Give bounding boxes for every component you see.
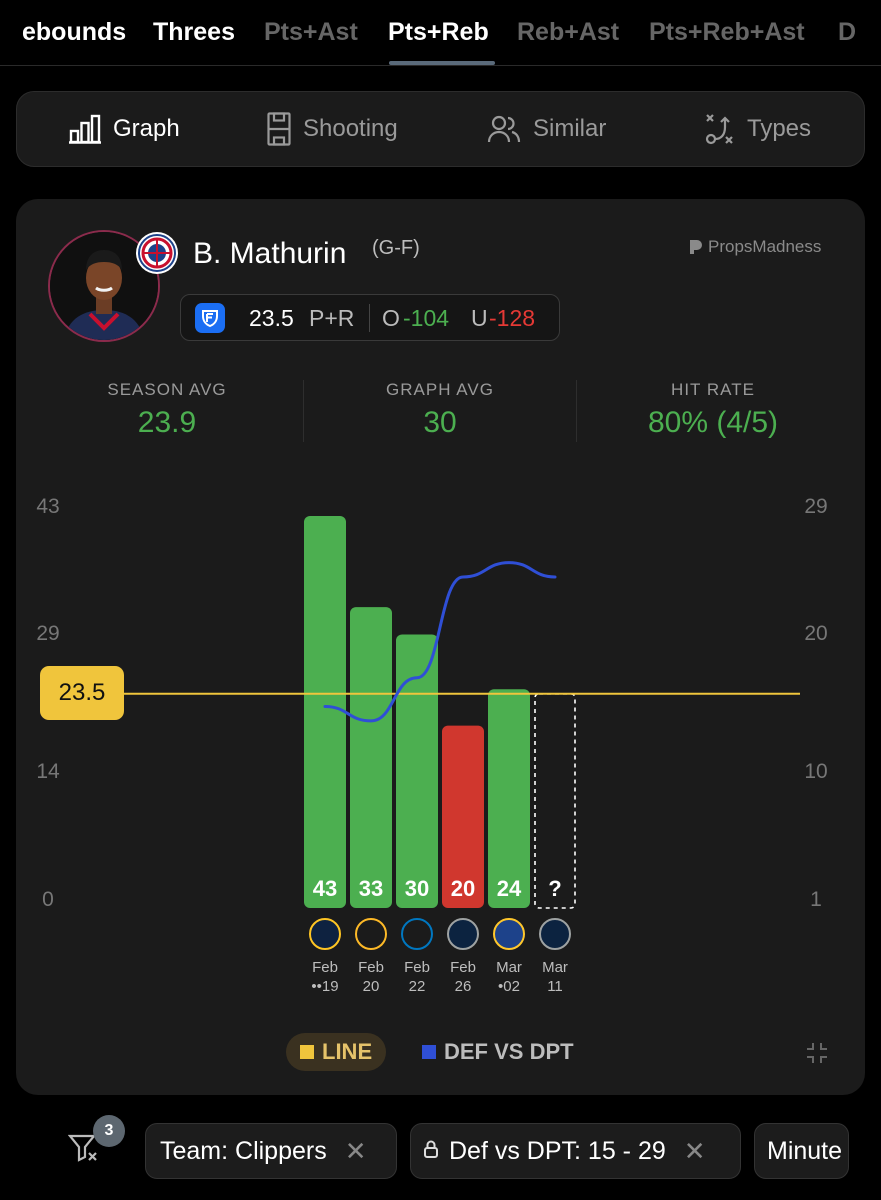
line-value: 23.5 — [249, 305, 294, 331]
over-odds: -104 — [403, 305, 450, 331]
tab-pts-ast[interactable]: Pts+Ast — [264, 18, 358, 46]
stat-divider — [576, 380, 577, 442]
hit-rate-value: 80% (4/5) — [647, 406, 779, 439]
player-card: B. Mathurin (G-F) PropsMadness 23.5 P+R … — [16, 199, 865, 1095]
stat-tabs: ebounds Threes Pts+Ast Pts+Reb Reb+Ast P… — [0, 0, 881, 66]
tab-pts-reb-ast[interactable]: Pts+Reb+Ast — [649, 18, 805, 46]
brand-watermark: PropsMadness — [688, 237, 821, 257]
brand-logo-icon — [690, 240, 702, 254]
team-logo-icon — [136, 232, 178, 274]
betting-line-pill[interactable]: 23.5 P+R O -104 U -128 — [180, 294, 560, 341]
player-name: B. Mathurin — [193, 237, 347, 270]
opponent-logo-icon — [401, 918, 433, 950]
game-date-label: Feb 22 — [387, 958, 447, 996]
under-label: U — [471, 305, 488, 331]
line-stat: P+R — [309, 305, 355, 331]
tab-rebounds[interactable]: ebounds — [22, 18, 127, 46]
filter-chip-team[interactable]: Team: Clippers ✕ — [145, 1123, 397, 1179]
game-date-label: Feb ••19 — [295, 958, 355, 996]
bar-chart-icon — [69, 114, 101, 144]
game-date-month: Feb — [450, 959, 476, 976]
view-tab-label: Types — [747, 115, 812, 142]
player-position: (G-F) — [372, 237, 420, 259]
game-date-label: Feb 26 — [433, 958, 493, 996]
season-avg-block: SEASON AVG 23.9 — [32, 380, 302, 440]
game-date-day: 22 — [408, 978, 426, 995]
tab-threes[interactable]: Threes — [153, 18, 235, 46]
sportsbook-logo-icon — [195, 303, 225, 333]
game-date-day: ••19 — [311, 978, 339, 995]
opponent-logo-icon — [447, 918, 479, 950]
over-label: O — [382, 305, 400, 331]
tab-d[interactable]: D — [838, 18, 857, 46]
brand-name: PropsMadness — [708, 237, 822, 256]
legend-def-swatch — [422, 1045, 436, 1059]
game-date-day: 26 — [454, 978, 472, 995]
tab-pts-reb[interactable]: Pts+Reb — [388, 18, 489, 46]
hit-rate-block: HIT RATE 80% (4/5) — [578, 380, 848, 440]
legend-def-label: DEF VS DPT — [444, 1039, 574, 1064]
filter-chip-def-vs-dpt[interactable]: Def vs DPT: 15 - 29 ✕ — [410, 1123, 741, 1179]
filter-chip-label: Minute — [767, 1136, 843, 1165]
pill-divider — [369, 304, 370, 332]
close-icon[interactable]: ✕ — [344, 1135, 367, 1166]
legend-def-vs-dpt[interactable]: DEF VS DPT — [422, 1033, 574, 1071]
game-date-month: Mar — [542, 959, 568, 976]
season-avg-label: SEASON AVG — [107, 380, 227, 399]
filter-chip-label: Team: Clippers — [160, 1136, 327, 1165]
game-date-month: Feb — [358, 959, 384, 976]
court-icon — [267, 112, 291, 146]
line-badge[interactable]: 23.5 — [40, 666, 124, 720]
filter-chip-minutes[interactable]: Minute — [754, 1123, 849, 1179]
lock-icon — [423, 1137, 439, 1166]
view-tabs: Graph Shooting Similar Types — [16, 91, 865, 167]
graph-avg-value: 30 — [423, 406, 457, 439]
game-date-month: Feb — [312, 959, 338, 976]
view-tab-label: Similar — [533, 115, 607, 142]
game-date-month: Mar — [496, 959, 522, 976]
under-odds: -128 — [489, 305, 536, 331]
tab-reb-ast[interactable]: Reb+Ast — [517, 18, 620, 46]
filter-chip-label: Def vs DPT: 15 - 29 — [449, 1136, 666, 1165]
view-tab-graph[interactable]: Graph — [69, 92, 180, 166]
hit-rate-label: HIT RATE — [671, 380, 755, 399]
opponent-logo-icon — [355, 918, 387, 950]
view-tab-label: Graph — [113, 115, 180, 142]
opponent-logo-icon — [309, 918, 341, 950]
graph-avg-label: GRAPH AVG — [386, 380, 494, 399]
game-date-label: Mar 11 — [525, 958, 585, 996]
collapse-icon[interactable] — [805, 1041, 829, 1070]
users-icon — [487, 114, 521, 144]
legend-line-label: LINE — [322, 1039, 373, 1064]
game-date-label: Mar •02 — [479, 958, 539, 996]
view-tab-label: Shooting — [303, 115, 398, 142]
graph-avg-block: GRAPH AVG 30 — [305, 380, 575, 440]
game-date-day: 11 — [547, 978, 563, 995]
view-tab-similar[interactable]: Similar — [487, 92, 606, 166]
close-icon[interactable]: ✕ — [683, 1135, 706, 1166]
season-avg-value: 23.9 — [137, 406, 197, 439]
game-date-label: Feb 20 — [341, 958, 401, 996]
legend-line[interactable]: LINE — [286, 1033, 387, 1071]
game-date-day: •02 — [498, 978, 520, 995]
game-date-day: 20 — [362, 978, 380, 995]
opponent-logo-icon — [539, 918, 571, 950]
active-tab-indicator — [389, 61, 495, 65]
stat-divider — [303, 380, 304, 442]
view-tab-types[interactable]: Types — [705, 92, 811, 166]
opponent-logo-icon — [493, 918, 525, 950]
view-tab-shooting[interactable]: Shooting — [267, 92, 398, 166]
game-date-month: Feb — [404, 959, 430, 976]
legend-line-swatch — [300, 1045, 314, 1059]
play-diagram-icon — [705, 113, 735, 145]
filter-count-badge: 3 — [93, 1115, 125, 1147]
